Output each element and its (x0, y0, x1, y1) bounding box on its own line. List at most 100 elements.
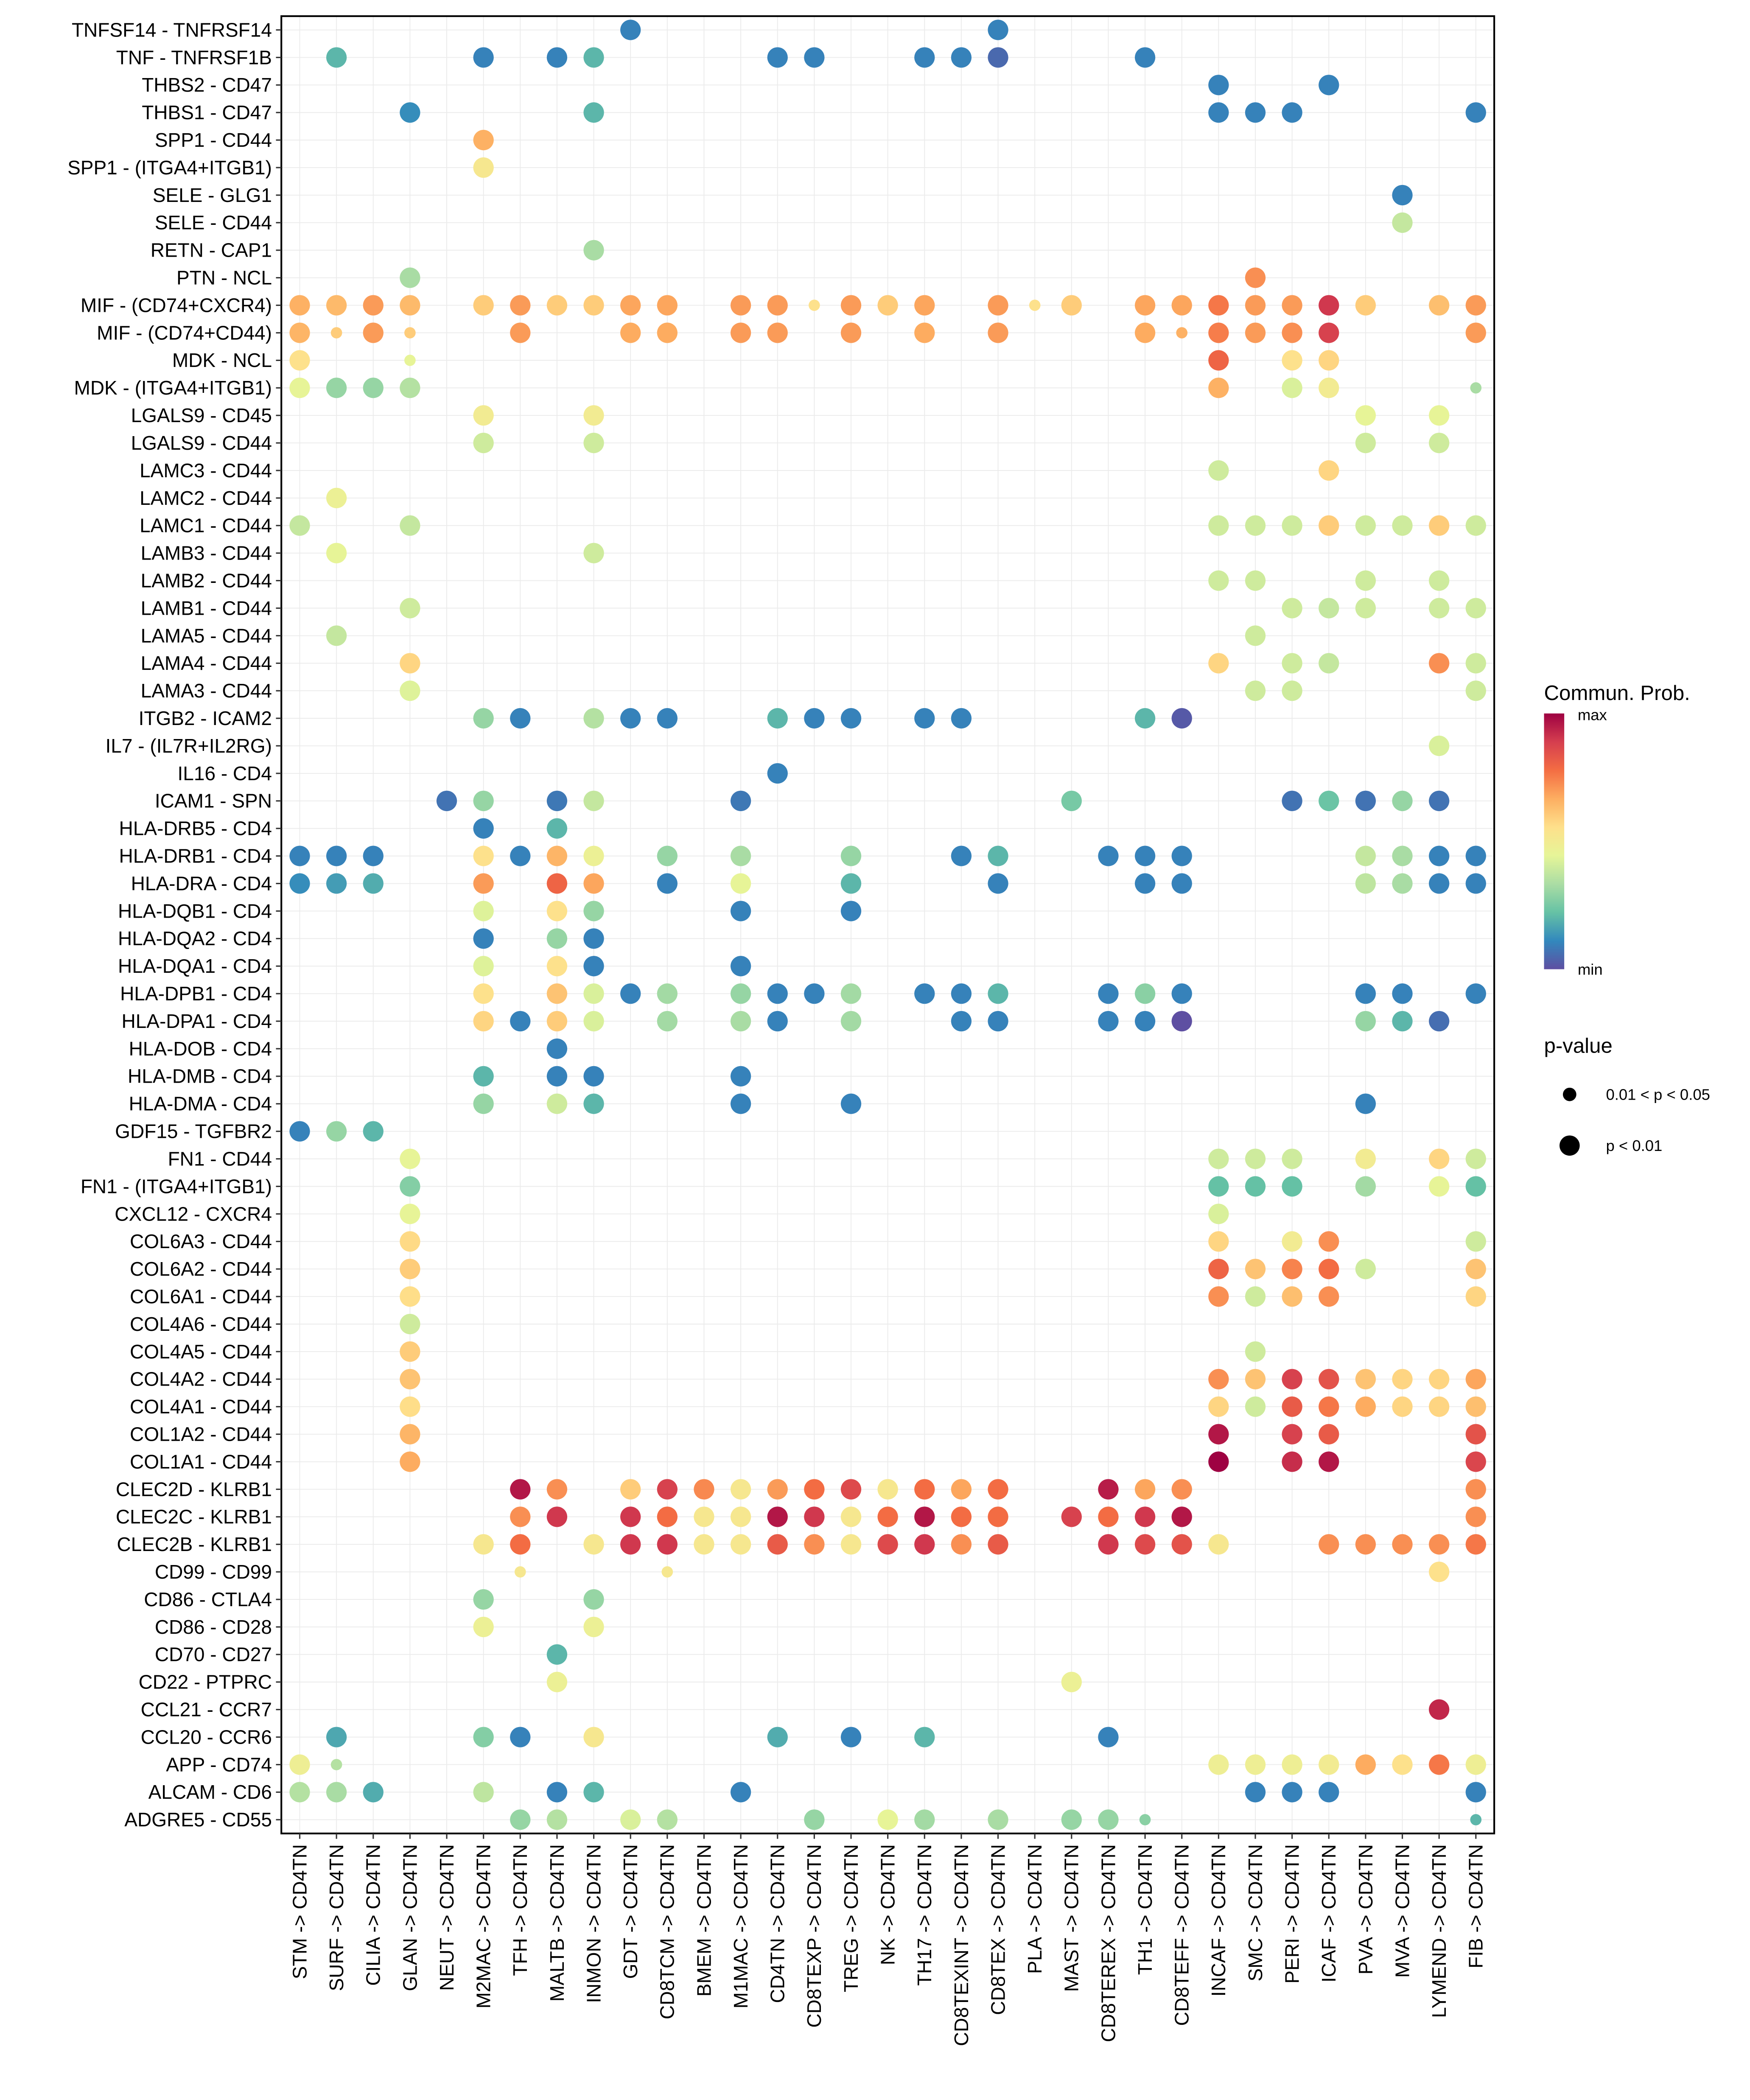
data-point (473, 1093, 494, 1114)
y-tick-label: FN1 - (ITGA4+ITGB1) (81, 1175, 272, 1197)
y-tick-label: HLA-DPB1 - CD4 (120, 983, 272, 1005)
data-point (1355, 1011, 1376, 1032)
data-point (400, 1369, 420, 1389)
data-point (840, 1093, 862, 1114)
data-point (1465, 653, 1486, 674)
data-point (1245, 1396, 1266, 1417)
data-point (583, 708, 604, 729)
data-point (1098, 1534, 1119, 1555)
data-point (1429, 295, 1450, 316)
data-point (400, 1451, 420, 1472)
data-point (400, 1341, 420, 1362)
data-point (1282, 102, 1302, 123)
x-tick-label: MVA -> CD4TN (1391, 1844, 1413, 1978)
data-point (583, 295, 604, 316)
y-tick-label: ICAM1 - SPN (155, 790, 272, 812)
data-point (730, 1782, 751, 1803)
legend: Commun. Prob. max min p-value 0.01 < p <… (1544, 681, 1710, 1156)
data-point (363, 1782, 384, 1803)
y-tick-label: IL7 - (IL7R+IL2RG) (106, 735, 272, 757)
y-tick-label: SPP1 - CD44 (155, 129, 272, 151)
data-point (289, 873, 310, 894)
data-point (1208, 1396, 1229, 1417)
data-point (326, 1782, 347, 1803)
data-point (1208, 1286, 1229, 1307)
data-point (1134, 322, 1156, 343)
data-point (473, 846, 494, 866)
data-point (1098, 1479, 1119, 1500)
data-point (363, 1121, 384, 1142)
data-point (400, 515, 420, 536)
data-point (514, 1566, 526, 1578)
data-point (1465, 873, 1486, 894)
data-point (1319, 460, 1339, 481)
data-point (767, 47, 788, 68)
data-point (583, 1066, 604, 1086)
data-point (1465, 1259, 1486, 1280)
y-tick-label: MDK - NCL (172, 349, 272, 371)
data-point (546, 1479, 568, 1500)
x-tick-label: MAST -> CD4TN (1061, 1844, 1083, 1992)
data-point (546, 1066, 568, 1086)
data-point (1465, 1754, 1486, 1775)
data-point (583, 1589, 604, 1610)
data-point (1245, 570, 1266, 591)
data-point (694, 1506, 714, 1527)
data-point (661, 1566, 673, 1578)
data-point (1098, 983, 1119, 1004)
data-point (657, 1506, 678, 1527)
data-point (730, 873, 751, 894)
x-tick-label: STM -> CD4TN (288, 1844, 311, 1979)
x-tick-label: CD4TN -> CD4TN (767, 1844, 789, 2003)
data-point (840, 983, 862, 1004)
data-point (1171, 295, 1192, 316)
data-point (657, 295, 678, 316)
data-point (840, 873, 862, 894)
data-point (404, 355, 416, 366)
data-point (877, 295, 898, 316)
data-point (1134, 873, 1156, 894)
y-tick-label: CD70 - CD27 (155, 1644, 272, 1666)
y-tick-label: COL6A3 - CD44 (130, 1230, 272, 1252)
data-point (1061, 1672, 1082, 1692)
data-points (289, 20, 1486, 1830)
data-point (473, 956, 494, 977)
data-point (583, 405, 604, 426)
data-point (1392, 515, 1413, 536)
data-point (1429, 790, 1450, 811)
data-point (1245, 515, 1266, 536)
data-point (914, 708, 935, 729)
y-tick-label: TNF - TNFRSF1B (116, 46, 272, 68)
data-point (289, 515, 310, 536)
y-tick-label: COL4A5 - CD44 (130, 1341, 272, 1363)
data-point (546, 901, 568, 921)
data-point (951, 983, 972, 1004)
data-point (1355, 598, 1376, 619)
y-tick-label: CLEC2C - KLRB1 (116, 1506, 272, 1528)
data-point (1134, 47, 1156, 68)
data-point (1392, 185, 1413, 206)
data-point (988, 20, 1008, 40)
color-legend-title: Commun. Prob. (1544, 681, 1690, 705)
x-tick-label: TH1 -> CD4TN (1134, 1844, 1156, 1975)
data-point (620, 1809, 641, 1830)
data-point (546, 928, 568, 949)
data-point (840, 322, 862, 343)
data-point (1465, 295, 1486, 316)
data-point (289, 1754, 310, 1775)
data-point (289, 350, 310, 371)
data-point (657, 322, 678, 343)
data-point (1465, 1534, 1486, 1555)
x-tick-label: PERI -> CD4TN (1281, 1844, 1303, 1983)
y-tick-label: CLEC2D - KLRB1 (116, 1478, 272, 1500)
data-point (473, 1589, 494, 1610)
size-legend-label-low: 0.01 < p < 0.05 (1606, 1086, 1710, 1103)
data-point (1245, 295, 1266, 316)
data-point (400, 1148, 420, 1169)
y-tick-label: LAMA3 - CD44 (141, 680, 272, 702)
data-point (1355, 295, 1376, 316)
y-tick-label: LAMA4 - CD44 (141, 652, 272, 674)
y-tick-label: THBS2 - CD47 (142, 74, 272, 96)
data-point (840, 901, 862, 921)
